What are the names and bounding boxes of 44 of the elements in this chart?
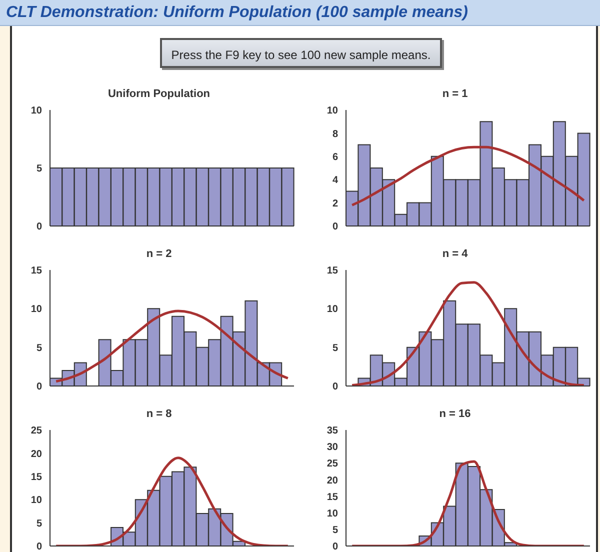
y-tick-label: 25 bbox=[30, 426, 42, 437]
y-tick-label: 20 bbox=[326, 475, 338, 486]
y-tick-label: 0 bbox=[36, 382, 42, 393]
y-tick-label: 20 bbox=[30, 448, 42, 460]
y-tick-label: 10 bbox=[30, 495, 42, 506]
y-tick-label: 6 bbox=[332, 152, 338, 163]
y-tick-label: 8 bbox=[332, 128, 338, 140]
y-tick-label: 15 bbox=[30, 472, 42, 483]
y-tick-label: 10 bbox=[326, 508, 338, 520]
chart-title: n = 16 bbox=[438, 408, 472, 422]
y-tick-label: 0 bbox=[36, 222, 42, 233]
y-tick-label: 5 bbox=[332, 524, 338, 536]
text: Press the F9 key to see 100 new sample means. bbox=[160, 38, 442, 68]
y-tick-label: 0 bbox=[332, 382, 338, 393]
y-tick-label: 10 bbox=[30, 304, 42, 316]
line-series bbox=[54, 310, 290, 383]
y-tick-label: 25 bbox=[326, 458, 338, 470]
y-tick-label: 4 bbox=[332, 175, 338, 186]
y-tick-label: 0 bbox=[332, 542, 338, 552]
chart-title: n = 1 bbox=[441, 88, 469, 102]
y-tick-label: 10 bbox=[326, 106, 338, 117]
text: CLT Demonstration: Uniform Population (100 sample means) bbox=[0, 0, 600, 26]
line-series bbox=[350, 146, 586, 206]
y-tick-label: 0 bbox=[36, 542, 42, 552]
y-tick-label: 10 bbox=[30, 106, 42, 117]
y-tick-label: 0 bbox=[332, 222, 338, 233]
y-tick-label: 15 bbox=[30, 266, 42, 277]
y-tick-label: 35 bbox=[326, 426, 338, 437]
chart-title: n = 4 bbox=[441, 248, 469, 262]
chart-title: Uniform Population bbox=[106, 88, 212, 102]
y-tick-label: 15 bbox=[326, 492, 338, 503]
y-tick-label: 5 bbox=[36, 342, 42, 354]
y-tick-label: 5 bbox=[36, 164, 42, 175]
chart-title: n = 2 bbox=[145, 248, 173, 262]
line-series bbox=[54, 456, 290, 546]
chart-title: n = 8 bbox=[145, 408, 173, 422]
y-tick-label: 2 bbox=[332, 198, 338, 210]
y-tick-label: 5 bbox=[332, 342, 338, 354]
line-series bbox=[350, 281, 586, 386]
y-tick-label: 15 bbox=[326, 266, 338, 277]
y-tick-label: 30 bbox=[326, 442, 338, 454]
y-tick-label: 10 bbox=[326, 304, 338, 316]
y-tick-label: 5 bbox=[36, 518, 42, 530]
line-series bbox=[350, 460, 586, 546]
